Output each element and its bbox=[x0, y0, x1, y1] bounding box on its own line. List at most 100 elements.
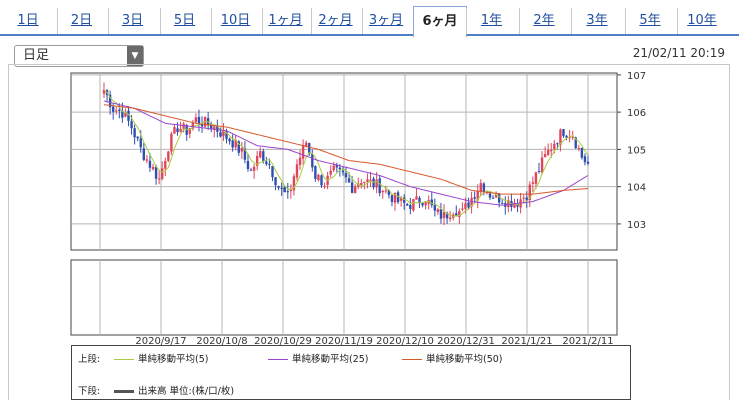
candle-body bbox=[228, 138, 231, 142]
tab-10[interactable]: 1年 bbox=[466, 8, 516, 34]
tab-6[interactable]: 1ヶ月 bbox=[262, 8, 308, 34]
candle-body bbox=[568, 137, 571, 139]
y-tick-label: 106 bbox=[627, 108, 646, 119]
tab-3[interactable]: 3日 bbox=[108, 8, 156, 34]
candle-body bbox=[231, 140, 234, 148]
candle-body bbox=[522, 197, 525, 199]
candle-body bbox=[194, 117, 198, 122]
candle-body bbox=[550, 149, 553, 152]
tab-8[interactable]: 3ヶ月 bbox=[362, 8, 409, 34]
candle-body bbox=[127, 110, 130, 121]
legend-lower-label: 下段: bbox=[78, 386, 101, 397]
candle-body bbox=[185, 124, 188, 135]
candle-body bbox=[335, 164, 339, 168]
tab-4[interactable]: 5日 bbox=[160, 8, 208, 34]
legend-upper-label: 上段: bbox=[78, 354, 101, 365]
candle-body bbox=[154, 166, 158, 179]
y-tick-label: 107 bbox=[627, 71, 646, 82]
chart-panel bbox=[8, 64, 730, 400]
candle-body bbox=[562, 129, 565, 137]
period-tab-bar: 1日 2日 3日 5日 10日 1ヶ月 2ヶ月 3ヶ月 6ヶ月 1年 2年 3年 5年 10年 bbox=[0, 0, 739, 37]
candle-body bbox=[580, 147, 584, 158]
y-tick-label: 103 bbox=[627, 220, 646, 231]
candle-body bbox=[448, 217, 452, 219]
candle-body bbox=[488, 193, 492, 198]
tab-13[interactable]: 5年 bbox=[625, 8, 674, 34]
candle-body bbox=[249, 169, 253, 171]
candle-body bbox=[268, 163, 271, 165]
x-tick-label: 2020/10/29 bbox=[254, 336, 312, 347]
candle-body bbox=[151, 167, 155, 170]
candle-body bbox=[436, 209, 440, 213]
candle-body bbox=[546, 150, 550, 155]
candle-body bbox=[164, 161, 167, 169]
candle-body bbox=[577, 148, 581, 150]
candle-body bbox=[571, 137, 574, 139]
candle-body bbox=[360, 182, 363, 185]
tab-5[interactable]: 10日 bbox=[211, 8, 259, 34]
candle-body bbox=[350, 182, 354, 193]
candle-body bbox=[412, 198, 415, 211]
candle-body bbox=[102, 89, 106, 94]
candle-body bbox=[323, 185, 326, 187]
candle-body bbox=[304, 142, 308, 147]
candle-body bbox=[353, 186, 357, 194]
candle-body bbox=[277, 186, 280, 188]
legend-sma50: 単純移動平均(50) bbox=[402, 351, 503, 365]
interval-select[interactable]: 日足 ▼ bbox=[14, 45, 144, 67]
candle-body bbox=[543, 154, 547, 157]
tab-12[interactable]: 3年 bbox=[571, 8, 622, 34]
candle-body bbox=[393, 192, 397, 203]
candle-body bbox=[424, 202, 427, 206]
candle-body bbox=[357, 183, 360, 187]
candle-body bbox=[280, 187, 283, 189]
tab-2[interactable]: 2日 bbox=[57, 8, 105, 34]
candle-body bbox=[366, 179, 369, 183]
candle-body bbox=[118, 109, 121, 111]
candle-body bbox=[347, 178, 351, 183]
candle-body bbox=[197, 116, 201, 124]
candle-body bbox=[556, 143, 559, 145]
candle-body bbox=[381, 190, 384, 193]
tab-11[interactable]: 2年 bbox=[519, 8, 568, 34]
candle-body bbox=[338, 167, 342, 170]
candle-body bbox=[173, 127, 176, 134]
candle-body bbox=[274, 177, 277, 186]
candle-body bbox=[464, 203, 467, 209]
x-tick-label: 2021/1/21 bbox=[501, 336, 552, 347]
candle-body bbox=[375, 179, 378, 188]
y-tick-label: 105 bbox=[627, 145, 646, 156]
candle-body bbox=[219, 132, 222, 137]
candle-body bbox=[467, 202, 470, 208]
x-tick-label: 2021/2/11 bbox=[562, 336, 613, 347]
candle-body bbox=[409, 204, 412, 209]
timestamp: 21/02/11 20:19 bbox=[632, 46, 725, 60]
candle-body bbox=[399, 197, 403, 201]
candle-body bbox=[476, 190, 479, 201]
candle-body bbox=[265, 161, 268, 165]
candle-body bbox=[262, 151, 265, 162]
candle-body bbox=[225, 131, 228, 139]
candle-body bbox=[403, 197, 406, 203]
candle-body bbox=[111, 106, 115, 112]
chevron-down-icon: ▼ bbox=[127, 46, 143, 66]
candle-body bbox=[574, 137, 577, 149]
candle-body bbox=[332, 165, 335, 171]
candle-body bbox=[445, 212, 449, 219]
tab-9[interactable]: 6ヶ月 bbox=[413, 6, 467, 37]
legend-sma25: 単純移動平均(25) bbox=[268, 351, 369, 365]
candle-body bbox=[534, 172, 538, 184]
candle-body bbox=[455, 213, 458, 217]
tab-1[interactable]: 1日 bbox=[17, 13, 39, 28]
candle-body bbox=[139, 138, 142, 148]
candle-body bbox=[136, 136, 139, 139]
candle-body bbox=[528, 184, 531, 200]
tab-7[interactable]: 2ヶ月 bbox=[311, 8, 359, 34]
x-tick-label: 2020/12/10 bbox=[376, 336, 434, 347]
tab-14[interactable]: 10年 bbox=[677, 8, 726, 34]
candle-body bbox=[240, 148, 244, 152]
candle-body bbox=[501, 203, 504, 205]
legend-sma5: 単純移動平均(5) bbox=[114, 351, 208, 365]
candle-body bbox=[216, 126, 219, 132]
